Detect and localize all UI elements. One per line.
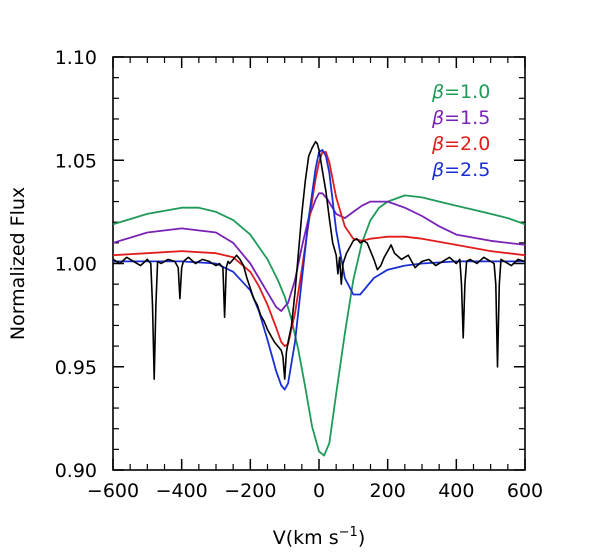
x-tick-label: 0 (313, 480, 325, 502)
legend-beta-symbol: β (431, 133, 444, 155)
legend-beta-symbol: β (431, 107, 444, 129)
legend-beta-value: =1.0 (444, 81, 490, 103)
x-axis-title-close: ) (358, 527, 365, 549)
x-tick-label: 200 (370, 480, 406, 502)
legend-entry: β=1.5 (431, 107, 490, 129)
x-tick-label: 400 (438, 480, 474, 502)
x-tick-label: −200 (224, 480, 276, 502)
model-line-3 (113, 151, 525, 347)
x-axis-title-exponent: −1 (339, 525, 358, 540)
legend-beta-value: =2.0 (444, 133, 490, 155)
legend-entry: β=2.5 (431, 159, 490, 181)
model-line-4 (113, 149, 525, 391)
legend-entry: β=1.0 (431, 81, 490, 103)
y-tick-label: 1.05 (55, 150, 97, 172)
y-tick-label: 1.00 (55, 254, 97, 276)
legend-beta-symbol: β (431, 159, 444, 181)
model-line-1 (113, 194, 525, 457)
x-axis-title-main: V(km s (273, 527, 339, 549)
x-tick-label: −400 (156, 480, 208, 502)
x-tick-label: 600 (507, 480, 543, 502)
legend-beta-value: =1.5 (444, 107, 490, 129)
legend: β=1.0β=1.5β=2.0β=2.5 (431, 81, 490, 181)
y-axis-title: Normalized Flux (7, 187, 29, 340)
legend-entry: β=2.0 (431, 133, 490, 155)
model-line-2 (113, 192, 525, 312)
x-axis-title: V(km s−1) (273, 525, 365, 549)
legend-beta-symbol: β (431, 81, 444, 103)
legend-beta-value: =2.5 (444, 159, 490, 181)
y-tick-label: 0.90 (55, 460, 97, 482)
y-tick-label: 0.95 (55, 357, 97, 379)
observed-spectrum-line (113, 140, 525, 380)
y-tick-label: 1.10 (55, 47, 97, 69)
axis-tick-labels: −600 −400 −200 0 200 400 600 0.90 0.95 1.00 1.05 1.… (55, 47, 543, 502)
x-tick-label: −600 (87, 480, 139, 502)
series-layer (113, 140, 525, 457)
axis-ticks (112, 56, 526, 471)
